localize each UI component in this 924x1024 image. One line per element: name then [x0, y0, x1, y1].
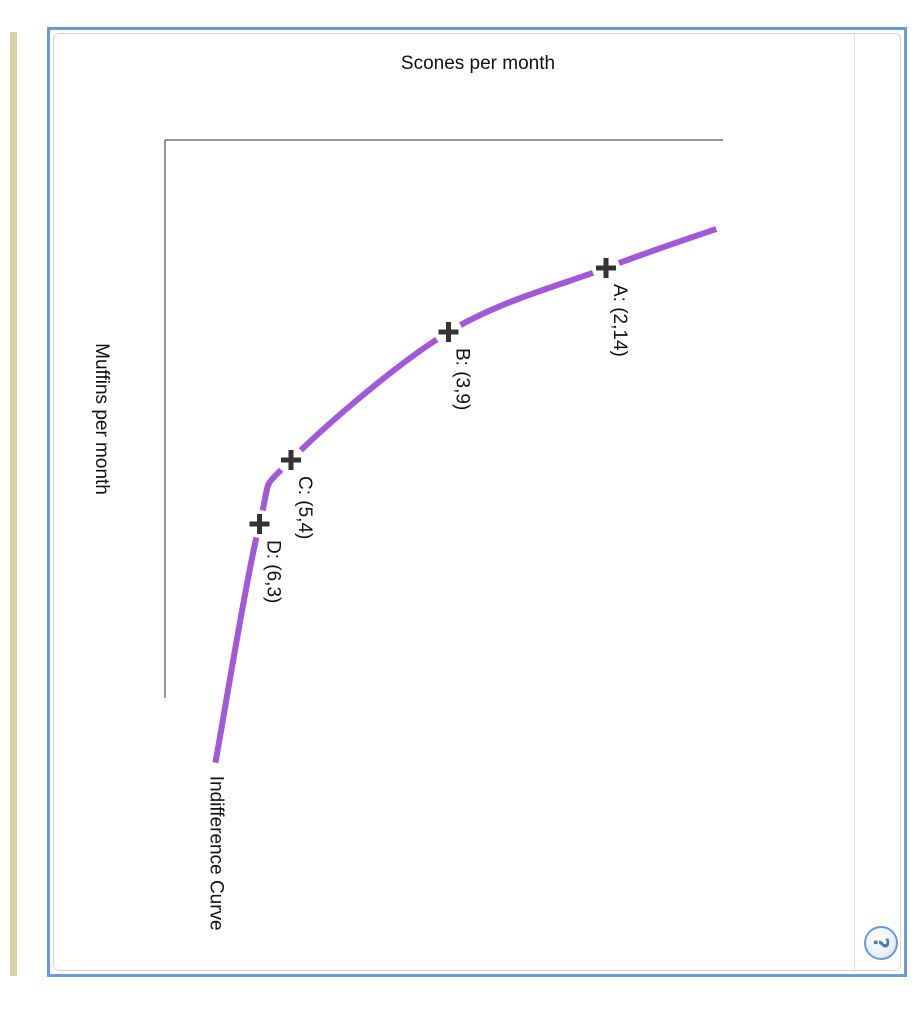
side-divider — [854, 34, 855, 970]
left-accent-bar — [10, 32, 17, 976]
marker-label: D: (6,3) — [263, 540, 284, 603]
marker-label: A: (2,14) — [609, 284, 630, 357]
graph-frame: Scones per month Muffins per month Indiffe… — [53, 33, 901, 971]
marker-label: C: (5,4) — [294, 476, 315, 539]
x-axis-label: Scones per month — [401, 53, 555, 74]
help-button[interactable]: ? — [864, 926, 898, 960]
graph-panel: Scones per month Muffins per month Indiffe… — [47, 27, 907, 977]
indifference-curve-chart: Scones per month Muffins per month Indiffe… — [91, 53, 723, 931]
help-icon: ? — [868, 937, 893, 949]
y-axis-label: Muffins per month — [91, 343, 112, 495]
indifference-curve-line — [212, 226, 718, 764]
curve-label: Indifference Curve — [205, 776, 226, 931]
marker-label: B: (3,9) — [452, 348, 473, 410]
